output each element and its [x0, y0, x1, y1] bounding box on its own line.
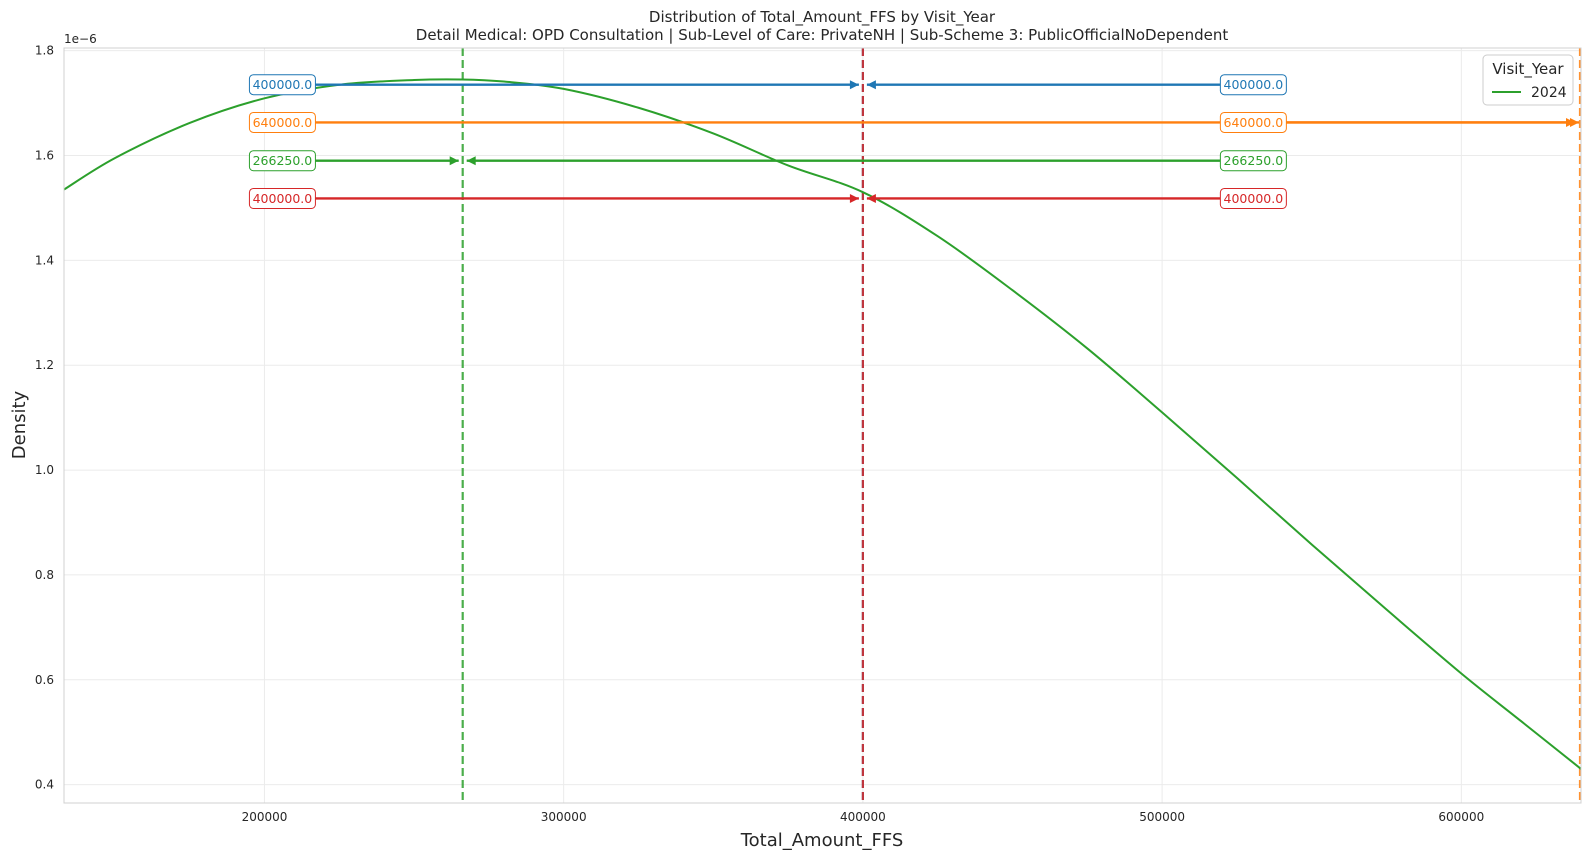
annotation-box [1219, 111, 1287, 133]
annotation-label: 400000.0 [1224, 191, 1284, 206]
annotation-box [1219, 74, 1287, 96]
x-tick-label: 500000 [1139, 810, 1185, 824]
y-tick-label: 1.8 [35, 44, 54, 58]
chart-title: Distribution of Total_Amount_FFS by Visi… [649, 8, 996, 27]
x-tick-label: 300000 [541, 810, 587, 824]
y-tick-label: 0.4 [35, 778, 54, 792]
y-tick-label: 1.2 [35, 358, 54, 372]
annotation-box [1219, 150, 1287, 172]
y-tick-label: 1.0 [35, 463, 54, 477]
annotation-label: 640000.0 [1224, 115, 1284, 130]
y-tick-label: 1.4 [35, 253, 54, 267]
annotation-box [248, 150, 316, 172]
x-tick-label: 400000 [840, 810, 886, 824]
annotation-label: 266250.0 [1224, 153, 1284, 168]
annotation-labels: 400000.0 400000.0 640000.0 640000.0 266250.0… [248, 74, 1287, 209]
y-tick-label: 0.6 [35, 673, 54, 687]
annotation-box [248, 74, 316, 96]
annotation-arrow-left-head [849, 80, 859, 90]
annotation-box [248, 111, 316, 133]
plot-frame [63, 47, 1582, 804]
y-tick-label: 0.8 [35, 568, 54, 582]
y-axis-label: Density [9, 390, 30, 459]
annotation-box [1219, 187, 1287, 209]
annotation-label: 400000.0 [253, 191, 313, 206]
x-axis-ticks: 200000 300000 400000 500000 600000 [242, 810, 1485, 824]
x-tick-label: 200000 [242, 810, 288, 824]
annotation-arrow-right-head [866, 80, 876, 90]
legend-label-2024: 2024 [1531, 85, 1567, 101]
annotation-label: 640000.0 [253, 115, 313, 130]
annotation-arrow-left-head [449, 156, 459, 166]
annotation-arrow-right-head [866, 193, 876, 203]
chart-subtitle: Detail Medical: OPD Consultation | Sub-L… [416, 26, 1229, 44]
annotation-arrow-right-head [1570, 117, 1579, 127]
annotation-arrows [315, 80, 1579, 203]
y-tick-label: 1.6 [35, 148, 54, 162]
legend-title: Visit_Year [1492, 60, 1564, 79]
annotation-label: 400000.0 [253, 77, 313, 92]
annotation-box [248, 187, 316, 209]
annotation-arrow-right-head [466, 156, 476, 166]
annotation-label: 266250.0 [253, 153, 313, 168]
y-axis-offset-label: 1e−6 [64, 32, 97, 46]
annotation-label: 400000.0 [1224, 77, 1284, 92]
x-axis-label: Total_Amount_FFS [740, 830, 904, 851]
y-axis-ticks: 0.4 0.6 0.8 1.0 1.2 1.4 1.6 1.8 [35, 44, 54, 792]
plot-background [64, 48, 1581, 803]
legend: Visit_Year 2024 [1482, 54, 1574, 106]
x-tick-label: 600000 [1438, 810, 1484, 824]
reference-lines [461, 48, 1581, 803]
series-group [64, 78, 1581, 770]
annotation-arrow-left-head [849, 193, 859, 203]
series-line-2024 [64, 78, 1581, 770]
